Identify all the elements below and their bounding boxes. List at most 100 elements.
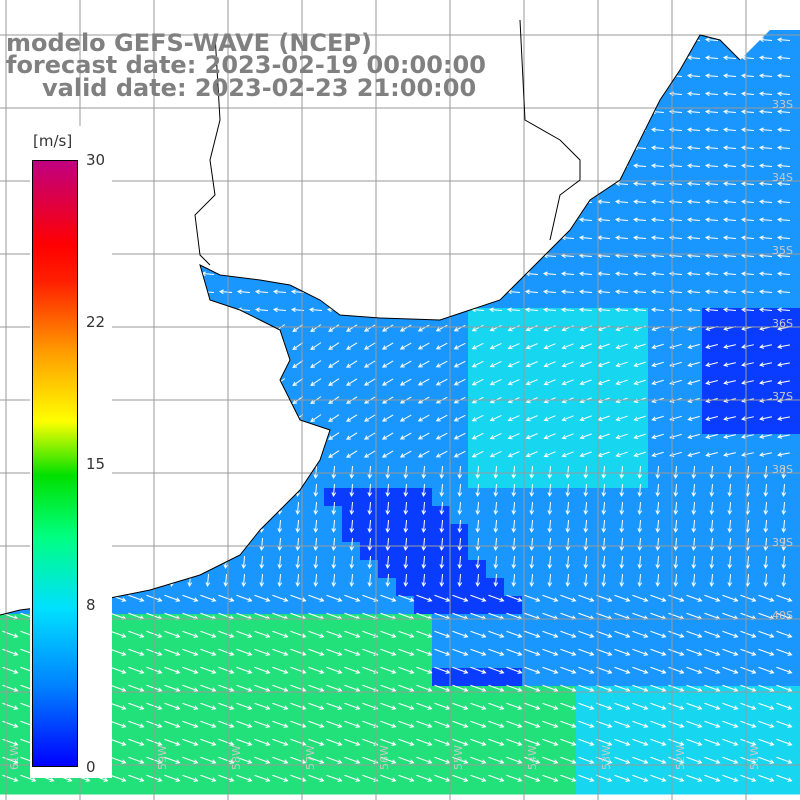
- wind-arrow: [758, 199, 773, 205]
- wind-cell: [324, 560, 343, 579]
- wind-cell: [594, 650, 613, 669]
- wind-arrow: [493, 555, 499, 570]
- wind-cell: [126, 668, 145, 687]
- wind-cell: [594, 506, 613, 525]
- wind-arrow: [722, 289, 737, 295]
- wind-cell: [702, 308, 721, 327]
- wind-cell: [576, 758, 595, 777]
- wind-arrow: [777, 434, 790, 439]
- wind-arrow: [601, 483, 607, 498]
- wind-cell: [378, 740, 397, 759]
- wind-cell: [612, 506, 631, 525]
- wind-cell: [522, 722, 541, 741]
- wind-cell: [720, 128, 739, 147]
- wind-cell: [774, 128, 793, 147]
- wind-arrow: [704, 91, 719, 97]
- wind-arrow: [704, 738, 721, 746]
- wind-cell: [270, 704, 289, 723]
- colorbar-tick-label: 22: [86, 312, 106, 331]
- wind-cell: [756, 254, 775, 273]
- wind-cell: [702, 758, 721, 777]
- wind-arrow: [709, 573, 715, 588]
- wind-cell: [792, 128, 800, 147]
- wind-arrow: [403, 519, 409, 534]
- wind-arrow: [565, 573, 571, 588]
- wind-arrow: [259, 555, 265, 570]
- wind-cell: [630, 326, 649, 345]
- wind-cell: [306, 380, 325, 399]
- wind-cell: [468, 668, 487, 687]
- wind-arrow: [254, 684, 271, 692]
- wind-arrow: [452, 774, 469, 782]
- wind-arrow: [560, 684, 577, 692]
- wind-arrow: [128, 756, 145, 764]
- wind-cell: [612, 416, 631, 435]
- wind-arrow: [511, 501, 517, 516]
- wind-cell: [684, 416, 703, 435]
- wind-cell: [594, 470, 613, 489]
- wind-cell: [756, 416, 775, 435]
- wind-arrow: [763, 573, 769, 588]
- wind-cell: [774, 308, 793, 327]
- wind-cell: [594, 272, 613, 291]
- wind-cell: [666, 452, 685, 471]
- wind-cell: [756, 38, 775, 57]
- wind-cell: [378, 506, 397, 525]
- wind-arrow: [471, 342, 484, 350]
- wind-cell: [414, 542, 433, 561]
- wind-arrow: [578, 630, 595, 638]
- wind-arrow: [200, 774, 217, 782]
- wind-cell: [648, 254, 667, 273]
- wind-cell: [720, 578, 739, 597]
- wind-cell: [792, 542, 800, 561]
- wind-arrow: [704, 630, 721, 638]
- wind-arrow: [673, 501, 679, 516]
- wind-arrow: [741, 452, 754, 457]
- wind-cell: [612, 362, 631, 381]
- wind-arrow: [164, 684, 181, 692]
- wind-arrow: [650, 307, 665, 313]
- wind-arrow: [416, 594, 433, 602]
- wind-cell: [666, 434, 685, 453]
- wind-cell: [414, 650, 433, 669]
- wind-arrow: [524, 594, 541, 602]
- wind-arrow: [542, 756, 559, 764]
- wind-cell: [342, 686, 361, 705]
- wind-cell: [630, 686, 649, 705]
- wind-arrow: [632, 217, 647, 223]
- wind-cell: [486, 488, 505, 507]
- wind-arrow: [560, 720, 577, 728]
- wind-arrow: [128, 738, 145, 746]
- wind-cell: [540, 578, 559, 597]
- wind-arrow: [632, 756, 649, 764]
- wind-cell: [720, 218, 739, 237]
- wind-cell: [594, 596, 613, 615]
- border-path: [194, 19, 581, 266]
- wind-cell: [774, 236, 793, 255]
- wind-cell: [360, 578, 379, 597]
- wind-arrow: [200, 738, 217, 746]
- wind-arrow: [723, 380, 736, 385]
- wind-cell: [162, 668, 181, 687]
- wind-cell: [702, 218, 721, 237]
- wind-arrow: [385, 537, 391, 552]
- wind-cell: [738, 452, 757, 471]
- wind-cell: [720, 182, 739, 201]
- wind-cell: [450, 776, 469, 795]
- wind-cell: [720, 326, 739, 345]
- wind-arrow: [763, 519, 769, 534]
- wind-arrow: [367, 555, 373, 570]
- wind-cell: [414, 704, 433, 723]
- wind-arrow: [673, 555, 679, 570]
- wind-cell: [648, 776, 667, 795]
- wind-cell: [648, 488, 667, 507]
- wind-arrow: [776, 217, 791, 223]
- wind-arrow: [507, 325, 520, 332]
- wind-arrow: [759, 380, 772, 385]
- wind-cell: [738, 200, 757, 219]
- wind-cell: [216, 596, 235, 615]
- wind-arrow: [290, 720, 307, 728]
- wind-cell: [612, 236, 631, 255]
- wind-arrow: [601, 573, 607, 588]
- wind-cell: [360, 776, 379, 795]
